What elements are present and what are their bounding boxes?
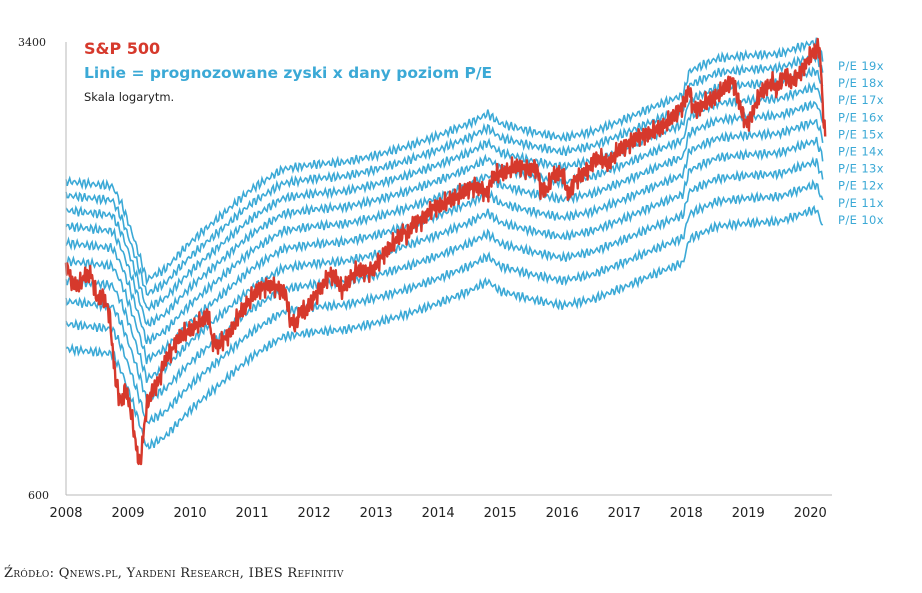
x-tick-2012: 2012: [298, 506, 331, 521]
pe-label-16x: P/E 16x: [838, 110, 884, 124]
chart-title: S&P 500: [84, 39, 160, 58]
pe-label-17x: P/E 17x: [838, 93, 884, 107]
axes-group: 3400 600: [18, 36, 832, 502]
y-tick-top: 3400: [18, 36, 46, 49]
x-tick-2015: 2015: [484, 506, 517, 521]
pe-label-19x: P/E 19x: [838, 59, 884, 73]
x-tick-2019: 2019: [732, 506, 765, 521]
x-ticks-group: 2008 2009 2010 2011 2012 2013 2014 2015 2016 2017…: [49, 506, 826, 521]
x-tick-2011: 2011: [236, 506, 269, 521]
pe-line-10x: [65, 204, 824, 450]
x-tick-2016: 2016: [546, 506, 579, 521]
pe-label-14x: P/E 14x: [838, 145, 884, 159]
pe-line-17x: [65, 66, 824, 312]
x-tick-2017: 2017: [608, 506, 641, 521]
x-tick-2008: 2008: [49, 506, 82, 521]
x-tick-2010: 2010: [174, 506, 207, 521]
pe-line-11x: [65, 178, 824, 425]
pe-label-13x: P/E 13x: [838, 162, 884, 176]
x-tick-2014: 2014: [422, 506, 455, 521]
pe-label-15x: P/E 15x: [838, 127, 884, 141]
scale-note: Skala logarytm.: [84, 90, 174, 104]
pe-label-10x: P/E 10x: [838, 213, 884, 227]
pe-line-13x: [65, 136, 824, 384]
pe-line-19x: [65, 37, 824, 286]
pe-line-12x: [65, 156, 824, 402]
pe-label-18x: P/E 18x: [838, 76, 884, 90]
pe-line-14x: [65, 118, 824, 365]
sp500-line-group: [64, 37, 827, 466]
sp500-line: [64, 37, 827, 466]
pe-line-18x: [65, 52, 824, 297]
x-tick-2009: 2009: [111, 506, 144, 521]
x-tick-2013: 2013: [360, 506, 393, 521]
y-tick-bottom: 600: [28, 489, 49, 502]
source-note: Źródło: Qnews.pl, Yardeni Research, IBES…: [4, 566, 344, 581]
pe-label-11x: P/E 11x: [838, 196, 884, 210]
pe-labels: P/E 19x P/E 18x P/E 17x P/E 16x P/E 15x P/E 1…: [838, 59, 884, 227]
pe-line-15x: [65, 100, 824, 345]
pe-label-12x: P/E 12x: [838, 179, 884, 193]
x-tick-2018: 2018: [670, 506, 703, 521]
x-tick-2020: 2020: [794, 506, 827, 521]
chart-subtitle: Linie = prognozowane zyski x dany poziom…: [84, 64, 492, 82]
